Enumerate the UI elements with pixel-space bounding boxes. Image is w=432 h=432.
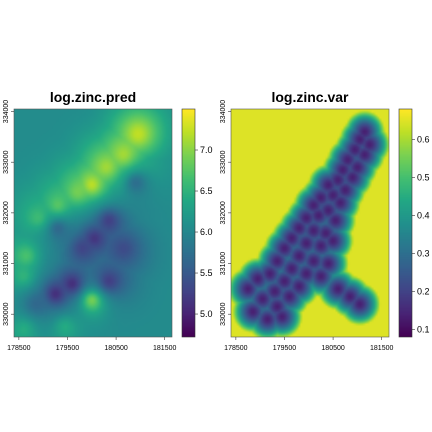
x-axis: 178500 179500 180500 181500 [7, 337, 176, 352]
colorbar-tick-label: 0.5 [417, 172, 430, 182]
x-tick-label: 180500 [321, 345, 344, 352]
y-axis: 330000 331000 332000 333000 334000 [220, 100, 231, 326]
chart-title: log.zinc.pred [50, 89, 136, 105]
y-tick-label: 333000 [3, 150, 10, 173]
colorbar-tick-label: 7.0 [200, 145, 213, 155]
y-tick-label: 334000 [3, 100, 10, 123]
x-tick-label: 181500 [370, 345, 393, 352]
x-tick-label: 181500 [153, 345, 176, 352]
x-tick-label: 179500 [56, 345, 79, 352]
x-tick-label: 178500 [7, 345, 30, 352]
colorbar-tick-label: 6.0 [200, 227, 213, 237]
colorbar-tick-label: 0.1 [417, 324, 430, 334]
colorbar-tick-label: 0.4 [417, 210, 430, 220]
x-tick-label: 179500 [273, 345, 296, 352]
colorbar-tick-label: 0.2 [417, 286, 430, 296]
y-tick-label: 331000 [220, 252, 227, 275]
y-axis: 330000 331000 332000 333000 334000 [3, 100, 14, 326]
colorbar-tick-label: 6.5 [200, 186, 213, 196]
colorbar: 0.1 0.2 0.3 0.4 0.5 0.6 [398, 108, 430, 338]
y-tick-label: 334000 [220, 100, 227, 123]
x-axis: 178500 179500 180500 181500 [224, 337, 393, 352]
y-tick-label: 333000 [220, 150, 227, 173]
panel-log-zinc-pred: log.zinc.pred 178500 179500 180500 181500 3… [3, 89, 213, 352]
colorbar-tick-label: 5.5 [200, 268, 213, 278]
colorbar-ticks: 0.1 0.2 0.3 0.4 0.5 0.6 [412, 134, 430, 334]
colorbar-gradient [399, 109, 412, 337]
panel-log-zinc-var: log.zinc.var 178500 179500 180500 181500 33… [220, 89, 430, 352]
y-tick-label: 330000 [220, 302, 227, 325]
colorbar-tick-label: 0.3 [417, 248, 430, 258]
colorbar-tick-label: 0.6 [417, 134, 430, 144]
colorbar-gradient [182, 109, 195, 337]
colorbar-ticks: 5.0 5.5 6.0 6.5 7.0 [195, 145, 213, 319]
colorbar-frame [181, 108, 196, 338]
heatmap-raster [14, 109, 172, 337]
plot-frame [230, 108, 390, 338]
y-tick-label: 332000 [220, 201, 227, 224]
colorbar-tick-label: 5.0 [200, 309, 213, 319]
heatmap-raster [231, 109, 389, 337]
plot-frame [13, 108, 173, 338]
y-tick-label: 330000 [3, 302, 10, 325]
y-tick-label: 331000 [3, 252, 10, 275]
colorbar-frame [398, 108, 413, 338]
chart-title: log.zinc.var [271, 89, 349, 105]
x-tick-label: 180500 [104, 345, 127, 352]
x-tick-label: 178500 [224, 345, 247, 352]
colorbar: 5.0 5.5 6.0 6.5 7.0 [181, 108, 213, 338]
y-tick-label: 332000 [3, 201, 10, 224]
